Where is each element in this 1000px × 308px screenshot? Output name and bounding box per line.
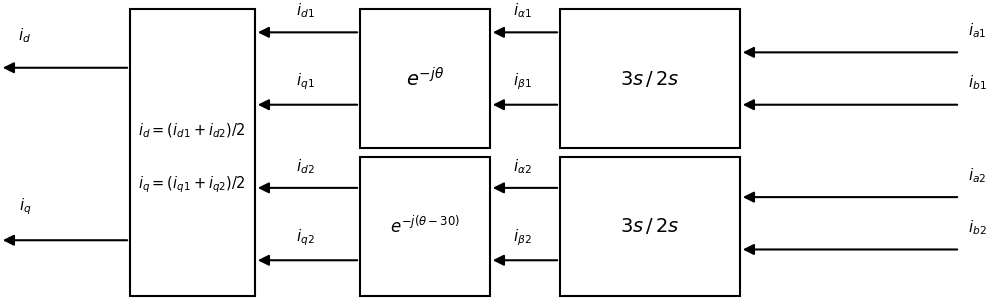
Text: $i_{\alpha2}$: $i_{\alpha2}$ xyxy=(513,157,531,176)
Text: $i_{\beta2}$: $i_{\beta2}$ xyxy=(513,227,531,248)
Text: $3s\,/\,2s$: $3s\,/\,2s$ xyxy=(620,217,680,236)
Text: $i_{d}$: $i_{d}$ xyxy=(18,26,32,45)
Text: $i_d = (i_{d1}+i_{d2})/2$: $i_d = (i_{d1}+i_{d2})/2$ xyxy=(138,122,246,140)
Text: $3s\,/\,2s$: $3s\,/\,2s$ xyxy=(620,69,680,88)
Text: $i_q = (i_{q1}+i_{q2})/2$: $i_q = (i_{q1}+i_{q2})/2$ xyxy=(138,175,246,195)
Text: $e^{-j\theta}$: $e^{-j\theta}$ xyxy=(406,67,444,90)
Text: $i_{q}$: $i_{q}$ xyxy=(19,197,31,217)
Text: $i_{a2}$: $i_{a2}$ xyxy=(968,166,986,185)
Text: $i_{a1}$: $i_{a1}$ xyxy=(968,21,986,40)
Bar xyxy=(560,157,740,296)
Bar xyxy=(360,157,490,296)
Text: $i_{q2}$: $i_{q2}$ xyxy=(296,227,314,248)
Text: $i_{d2}$: $i_{d2}$ xyxy=(296,157,314,176)
Text: $i_{d1}$: $i_{d1}$ xyxy=(296,1,314,20)
Text: $i_{\alpha1}$: $i_{\alpha1}$ xyxy=(513,1,531,20)
Bar xyxy=(360,9,490,148)
Text: $e^{-j(\theta-30)}$: $e^{-j(\theta-30)}$ xyxy=(390,216,460,237)
Text: $i_{\beta1}$: $i_{\beta1}$ xyxy=(513,72,531,92)
Text: $i_{b2}$: $i_{b2}$ xyxy=(968,218,987,237)
Text: $i_{q1}$: $i_{q1}$ xyxy=(296,72,314,92)
Bar xyxy=(560,9,740,148)
Text: $i_{b1}$: $i_{b1}$ xyxy=(968,74,987,92)
Bar xyxy=(130,9,255,296)
